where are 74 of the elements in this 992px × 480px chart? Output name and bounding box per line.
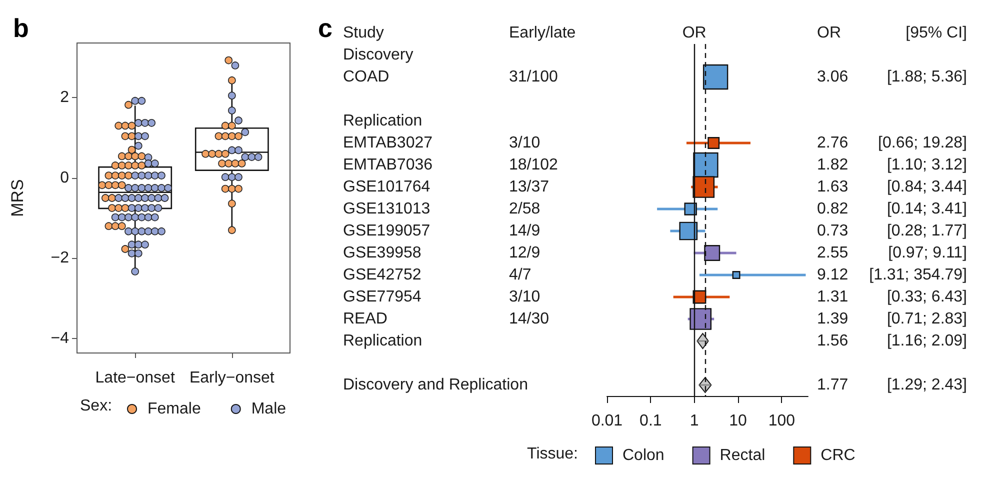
text: 4/7 (509, 266, 532, 284)
y-tick-label: −2 (50, 250, 70, 267)
legend-title: Tissue: (527, 446, 578, 462)
y-axis-title: MRS (8, 179, 27, 217)
legend-title: Sex: (80, 398, 112, 414)
y-tick-label: Replication (343, 112, 422, 130)
y2-tick-label: [0.28; 1.77] (886, 222, 967, 240)
y2-tick-label: [0.33; 6.43] (886, 288, 967, 306)
y-tick-label: 2 (60, 89, 70, 106)
text: 1.82 (817, 156, 848, 174)
text: 3.06 (817, 68, 848, 86)
legend-label: Rectal (720, 447, 766, 464)
text: 14/9 (509, 222, 540, 240)
text: 0.82 (817, 200, 848, 218)
y-tick-label: EMTAB7036 (343, 156, 433, 174)
text: 2.55 (817, 244, 848, 262)
y2-tick-label: [1.31; 354.79] (869, 266, 967, 284)
y-axis-title: Study (343, 24, 384, 42)
chart-title: b (13, 13, 29, 43)
y-tick-label: GSE131013 (343, 200, 430, 218)
text: 1.56 (817, 332, 848, 350)
legend-label: Female (148, 400, 201, 418)
y2-tick-label: [0.14; 3.41] (886, 200, 967, 218)
text: 3/10 (509, 134, 540, 152)
x-tick-label: Early−onset (189, 370, 275, 386)
text: 1.77 (817, 376, 848, 394)
y-tick-label: GSE77954 (343, 288, 422, 306)
y-tick-label: 0 (60, 169, 70, 186)
text: 1.31 (817, 288, 848, 306)
text: 9.12 (817, 266, 848, 284)
x-tick-label: 100 (768, 412, 796, 430)
y2-tick-label: [0.84; 3.44] (886, 178, 967, 196)
text: 14/30 (509, 310, 550, 328)
y-tick-label: −4 (50, 330, 70, 348)
text: c (318, 13, 332, 43)
y-tick-label: GSE42752 (343, 266, 422, 284)
text: 12/9 (509, 244, 540, 262)
text: 1.63 (817, 178, 848, 196)
text: 2.76 (817, 134, 848, 152)
y-tick-label: GSE199057 (343, 222, 430, 240)
legend-label: Male (251, 400, 286, 418)
y-tick-label: Discovery and Replication (343, 376, 528, 394)
y-tick-label: EMTAB3027 (343, 134, 433, 152)
text: 2/58 (509, 200, 540, 218)
x-tick-label: Late−onset (95, 370, 176, 386)
text: 1.39 (817, 310, 848, 328)
y2-tick-label: [0.71; 2.83] (886, 310, 967, 328)
y2-tick-label: [1.88; 5.36] (886, 68, 967, 86)
x-tick-label: 0.01 (591, 412, 623, 430)
text: Early/late (509, 24, 576, 42)
y-tick-label: GSE101764 (343, 178, 430, 196)
legend-label: Colon (622, 447, 664, 464)
y-tick-label: COAD (343, 68, 390, 86)
x-axis-title: OR (682, 24, 706, 42)
y2-tick-label: [1.29; 2.43] (886, 376, 967, 394)
text: 3/10 (509, 288, 540, 306)
text: 18/102 (509, 156, 558, 174)
y2-tick-label: [0.66; 19.28] (878, 134, 967, 152)
x-tick-label: 10 (729, 412, 748, 430)
text: 0.73 (817, 222, 848, 240)
y-tick-label: GSE39958 (343, 244, 422, 262)
y2-tick-label: [1.10; 3.12] (886, 156, 967, 174)
y-tick-label: READ (343, 310, 388, 328)
y-tick-label: Replication (343, 332, 422, 350)
x-tick-label: 1 (690, 412, 699, 430)
x-tick-label: 0.1 (640, 412, 662, 430)
text: 31/100 (509, 68, 558, 86)
y2-tick-label: [1.16; 2.09] (886, 332, 967, 350)
text: OR (817, 24, 841, 42)
legend-label: CRC (820, 447, 856, 464)
y2-axis-title: [95% CI] (906, 24, 967, 42)
y-tick-label: Discovery (343, 46, 414, 64)
text: 13/37 (509, 178, 550, 196)
y2-tick-label: [0.97; 9.11] (888, 244, 967, 262)
